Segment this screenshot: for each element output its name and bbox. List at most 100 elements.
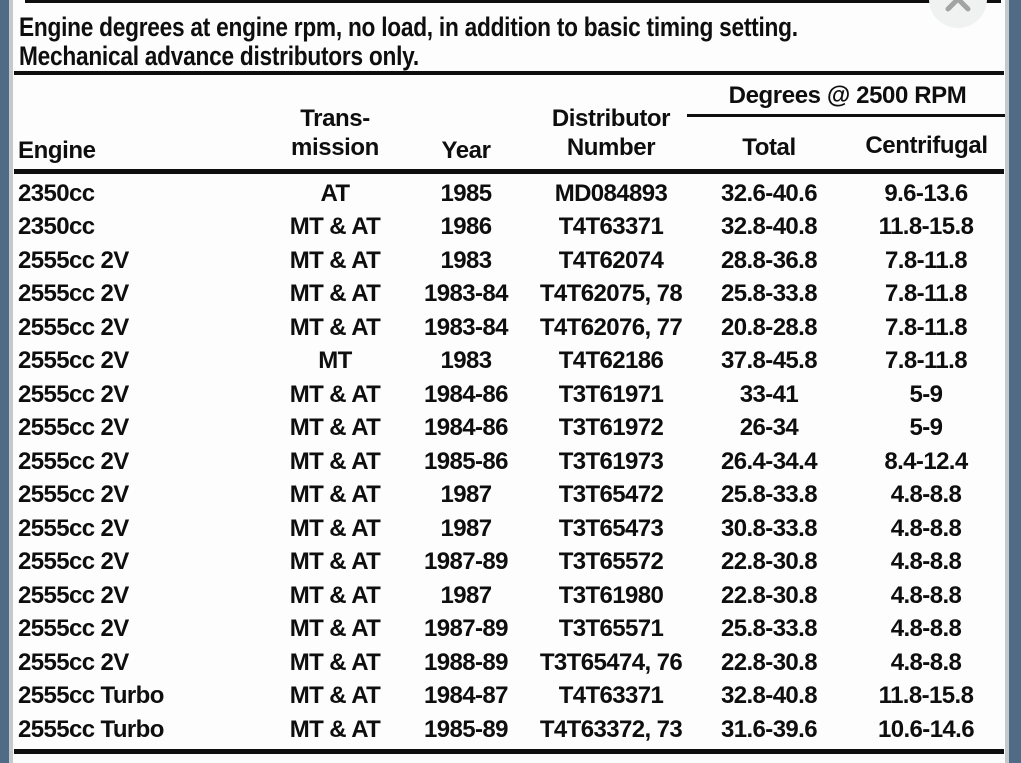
- table-bottom-rule: [14, 749, 1004, 754]
- cell-distributor: T4T63371: [558, 682, 664, 710]
- table-row: 2555cc 2V MT & AT 1984-86 T3T61972 26-34…: [14, 412, 1004, 446]
- note-line-2: Mechanical advance distributors only.: [19, 41, 419, 71]
- cell-centrifugal: 7.8-11.8: [885, 246, 968, 274]
- column-header-engine: Engine: [18, 137, 96, 164]
- cell-engine: 2555cc Turbo: [18, 715, 164, 743]
- column-header-transmission-line2: mission: [291, 134, 379, 161]
- cell-engine: 2555cc 2V: [18, 481, 129, 509]
- cell-distributor: T4T63372, 73: [539, 715, 683, 743]
- cell-year: 1988-89: [424, 648, 508, 676]
- cell-distributor: T3T61973: [558, 447, 664, 475]
- column-header-transmission: Trans- mission: [270, 104, 400, 162]
- cell-year: 1983-84: [424, 280, 508, 308]
- column-header-distributor: Distributor Number: [532, 104, 690, 162]
- cell-centrifugal: 4.8-8.8: [890, 481, 962, 509]
- cell-year: 1987-89: [424, 615, 508, 643]
- cell-centrifugal: 7.8-11.8: [885, 347, 968, 375]
- cell-distributor: T4T62075, 78: [539, 280, 683, 308]
- cell-distributor: T3T65472: [558, 481, 664, 509]
- degrees-group-underline: [687, 114, 1005, 117]
- cell-centrifugal: 5-9: [909, 380, 943, 408]
- cell-distributor: T4T62076, 77: [539, 313, 683, 341]
- cell-distributor: T4T62074: [558, 246, 664, 274]
- cell-engine: 2555cc 2V: [18, 615, 129, 643]
- cell-distributor: T3T61980: [558, 581, 664, 609]
- table-row: 2555cc Turbo MT & AT 1984-87 T4T63371 32…: [14, 680, 1004, 714]
- cell-transmission: MT & AT: [289, 581, 381, 609]
- cell-transmission: MT & AT: [289, 380, 381, 408]
- cell-transmission: MT & AT: [289, 682, 381, 710]
- cell-engine: 2555cc 2V: [18, 380, 129, 408]
- table-row: 2555cc 2V MT & AT 1983 T4T62074 28.8-36.…: [14, 244, 1004, 278]
- cell-total: 30.8-33.8: [720, 514, 818, 542]
- cell-year: 1984-87: [424, 682, 508, 710]
- close-button[interactable]: [929, 0, 987, 28]
- cell-total: 20.8-28.8: [720, 313, 818, 341]
- table-row: 2555cc 2V MT & AT 1985-86 T3T61973 26.4-…: [14, 445, 1004, 479]
- table-row: 2555cc Turbo MT & AT 1985-89 T4T63372, 7…: [14, 713, 1004, 747]
- cell-engine: 2555cc 2V: [18, 648, 129, 676]
- cell-total: 25.8-33.8: [720, 280, 818, 308]
- cell-transmission: MT & AT: [289, 280, 381, 308]
- cell-total: 31.6-39.6: [720, 715, 818, 743]
- cell-year: 1984-86: [424, 380, 508, 408]
- page-top-rule: [25, 0, 1001, 3]
- table-row: 2555cc 2V MT & AT 1984-86 T3T61971 33-41…: [14, 378, 1004, 412]
- cell-distributor: T4T63371: [558, 213, 664, 241]
- cell-distributor: T3T61972: [558, 414, 664, 442]
- table-row: 2555cc 2V MT & AT 1987-89 T3T65572 22.8-…: [14, 546, 1004, 580]
- cell-total: 22.8-30.8: [720, 548, 818, 576]
- cell-engine: 2555cc 2V: [18, 313, 129, 341]
- column-header-year: Year: [441, 137, 491, 164]
- cell-total: 37.8-45.8: [720, 347, 818, 375]
- cell-total: 25.8-33.8: [720, 615, 818, 643]
- cell-total: 28.8-36.8: [720, 246, 818, 274]
- note-underline: [14, 71, 1004, 75]
- cell-year: 1986: [440, 213, 493, 241]
- cell-year: 1984-86: [424, 414, 508, 442]
- cell-year: 1985-89: [424, 715, 508, 743]
- cell-transmission: MT & AT: [289, 615, 381, 643]
- table-row: 2555cc 2V MT & AT 1987-89 T3T65571 25.8-…: [14, 613, 1004, 647]
- close-icon: [945, 0, 971, 12]
- table-row: 2350cc AT 1985 MD084893 32.6-40.6 9.6-13…: [14, 177, 1004, 211]
- cell-engine: 2555cc 2V: [18, 581, 129, 609]
- table-row: 2555cc 2V MT & AT 1987 T3T65473 30.8-33.…: [14, 512, 1004, 546]
- cell-centrifugal: 5-9: [909, 414, 943, 442]
- cell-year: 1987: [440, 514, 493, 542]
- cell-centrifugal: 4.8-8.8: [890, 514, 962, 542]
- cell-transmission: MT & AT: [289, 514, 381, 542]
- cell-transmission: MT: [318, 347, 352, 375]
- cell-transmission: MT & AT: [289, 246, 381, 274]
- table-row: 2555cc 2V MT & AT 1983-84 T4T62075, 78 2…: [14, 278, 1004, 312]
- cell-distributor: T3T65473: [558, 514, 664, 542]
- cell-total: 32.6-40.6: [720, 179, 818, 207]
- cell-centrifugal: 7.8-11.8: [885, 313, 968, 341]
- cell-year: 1983: [440, 347, 493, 375]
- cell-transmission: MT & AT: [289, 715, 381, 743]
- cell-total: 22.8-30.8: [720, 581, 818, 609]
- cell-centrifugal: 11.8-15.8: [878, 213, 974, 241]
- cell-transmission: MT & AT: [289, 648, 381, 676]
- note-text: Engine degrees at engine rpm, no load, i…: [19, 13, 960, 71]
- header-separator-rule: [14, 169, 1004, 174]
- cell-transmission: AT: [320, 179, 350, 207]
- cell-distributor: T3T65474, 76: [539, 648, 683, 676]
- cell-total: 32.8-40.8: [720, 682, 818, 710]
- table-row: 2555cc 2V MT 1983 T4T62186 37.8-45.8 7.8…: [14, 345, 1004, 379]
- cell-transmission: MT & AT: [289, 548, 381, 576]
- cell-year: 1985: [440, 179, 493, 207]
- cell-centrifugal: 4.8-8.8: [890, 581, 962, 609]
- cell-distributor: MD084893: [554, 179, 668, 207]
- cell-total: 26-34: [739, 414, 799, 442]
- window-edge-left: [0, 0, 13, 763]
- cell-transmission: MT & AT: [289, 213, 381, 241]
- cell-transmission: MT & AT: [289, 414, 381, 442]
- cell-year: 1987-89: [424, 548, 508, 576]
- cell-engine: 2555cc 2V: [18, 514, 129, 542]
- cell-engine: 2555cc 2V: [18, 414, 129, 442]
- cell-year: 1987: [440, 481, 493, 509]
- cell-transmission: MT & AT: [289, 447, 381, 475]
- cell-total: 32.8-40.8: [720, 213, 818, 241]
